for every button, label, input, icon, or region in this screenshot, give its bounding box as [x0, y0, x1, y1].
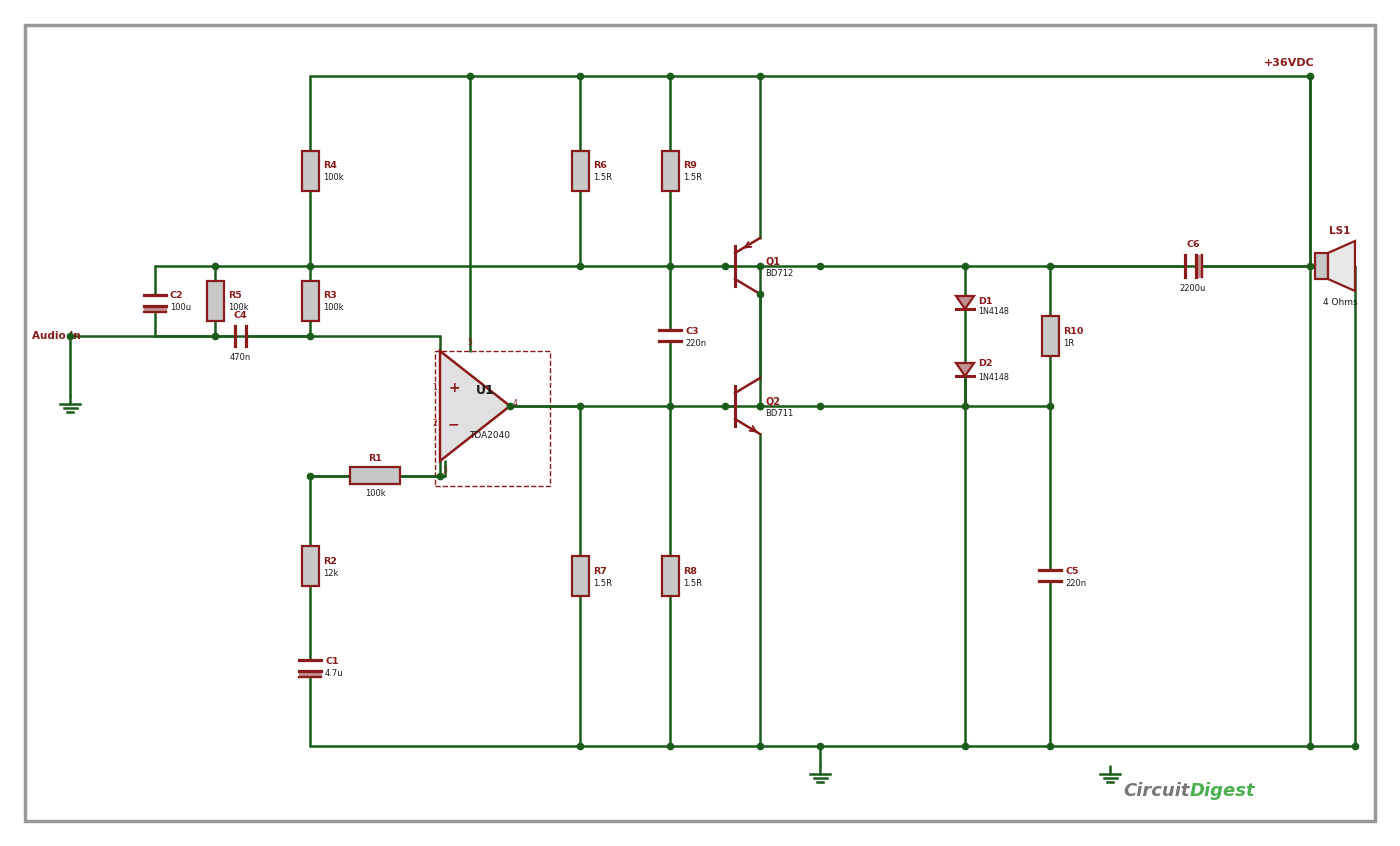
Text: R4: R4: [323, 162, 337, 171]
Text: R8: R8: [683, 567, 697, 575]
Text: 3: 3: [442, 466, 448, 475]
Text: C1: C1: [325, 656, 339, 666]
Text: Q1: Q1: [764, 256, 780, 266]
Text: TDA2040: TDA2040: [469, 431, 511, 441]
Text: U1: U1: [476, 384, 494, 398]
Text: R3: R3: [323, 292, 337, 300]
Text: 12k: 12k: [323, 569, 339, 578]
Text: D2: D2: [979, 360, 993, 369]
Text: C6: C6: [1186, 240, 1200, 249]
Text: LS1: LS1: [1330, 226, 1351, 236]
Text: 1: 1: [433, 383, 437, 393]
Text: −: −: [448, 417, 459, 431]
Bar: [661, 151, 679, 191]
Polygon shape: [956, 363, 974, 376]
Bar: [301, 546, 319, 586]
Bar: [350, 468, 400, 485]
Bar: [207, 281, 224, 321]
Text: 100k: 100k: [323, 304, 343, 312]
Text: 4.7u: 4.7u: [325, 669, 343, 678]
Text: R9: R9: [683, 162, 697, 171]
Bar: [301, 281, 319, 321]
Text: R10: R10: [1063, 327, 1084, 336]
Text: 4: 4: [512, 398, 518, 408]
Text: 220n: 220n: [685, 338, 706, 348]
Text: 220n: 220n: [1065, 579, 1086, 587]
Text: R7: R7: [594, 567, 606, 575]
Text: C3: C3: [685, 327, 699, 336]
Bar: [571, 556, 588, 596]
Polygon shape: [440, 351, 510, 461]
Text: +: +: [448, 381, 459, 395]
Text: R6: R6: [594, 162, 606, 171]
Text: 1.5R: 1.5R: [594, 579, 612, 587]
Text: BD711: BD711: [764, 409, 794, 417]
Text: 1N4148: 1N4148: [979, 307, 1009, 316]
Text: Circuit: Circuit: [1123, 782, 1190, 800]
Text: 1.5R: 1.5R: [683, 579, 701, 587]
Text: Audio In: Audio In: [32, 331, 81, 341]
Text: 1R: 1R: [1063, 338, 1074, 348]
Bar: [1315, 253, 1329, 279]
Text: 2200u: 2200u: [1180, 284, 1207, 293]
Bar: [661, 556, 679, 596]
Text: 100u: 100u: [169, 304, 192, 312]
Bar: [1042, 316, 1058, 356]
Text: 1.5R: 1.5R: [683, 173, 701, 183]
Text: 100k: 100k: [364, 489, 385, 498]
Text: 1.5R: 1.5R: [594, 173, 612, 183]
Polygon shape: [1329, 241, 1355, 291]
Text: 2: 2: [433, 420, 437, 429]
Text: 100k: 100k: [228, 304, 249, 312]
Text: C2: C2: [169, 292, 183, 300]
Text: 5: 5: [468, 338, 472, 347]
Text: R2: R2: [323, 557, 337, 565]
Text: 100k: 100k: [323, 173, 343, 183]
Text: 1N4148: 1N4148: [979, 373, 1009, 382]
Text: +36VDC: +36VDC: [1264, 58, 1315, 68]
Polygon shape: [956, 296, 974, 309]
Text: C4: C4: [234, 311, 246, 320]
Text: Digest: Digest: [1190, 782, 1256, 800]
Text: BD712: BD712: [764, 268, 794, 277]
Text: 4 Ohms: 4 Ohms: [1323, 298, 1358, 307]
Bar: [435, 351, 550, 486]
Text: 470n: 470n: [230, 353, 251, 362]
Text: C5: C5: [1065, 567, 1078, 575]
Text: R5: R5: [228, 292, 242, 300]
Bar: [301, 151, 319, 191]
Bar: [571, 151, 588, 191]
Text: Q2: Q2: [764, 396, 780, 406]
Text: R1: R1: [368, 454, 382, 463]
Text: D1: D1: [979, 296, 993, 305]
